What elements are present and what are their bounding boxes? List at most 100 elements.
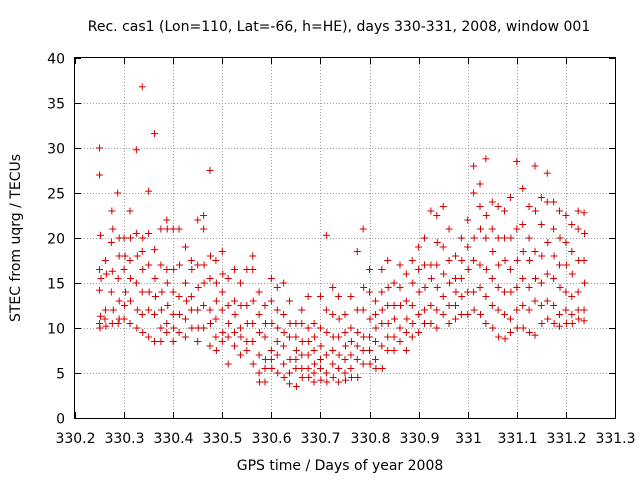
data-point bbox=[433, 261, 441, 269]
data-point bbox=[543, 169, 551, 177]
data-point bbox=[501, 311, 509, 318]
data-point bbox=[322, 351, 330, 359]
data-point bbox=[427, 302, 435, 309]
data-point bbox=[550, 198, 558, 206]
data-point bbox=[274, 324, 282, 332]
data-point bbox=[421, 261, 429, 269]
data-point bbox=[164, 302, 172, 309]
data-point bbox=[421, 284, 429, 291]
data-point bbox=[421, 306, 429, 314]
y-tick-label: 40 bbox=[47, 52, 65, 68]
data-point bbox=[384, 257, 392, 264]
data-point bbox=[114, 320, 122, 327]
data-point bbox=[390, 302, 398, 309]
data-point bbox=[317, 376, 325, 384]
data-point bbox=[562, 320, 570, 327]
data-point bbox=[470, 162, 478, 170]
data-point bbox=[255, 311, 263, 318]
data-point bbox=[224, 360, 232, 368]
data-point bbox=[506, 329, 514, 336]
data-point bbox=[102, 322, 110, 330]
data-point bbox=[194, 284, 202, 291]
data-point bbox=[476, 180, 484, 188]
data-point bbox=[126, 297, 134, 305]
y-tick-label: 10 bbox=[47, 322, 65, 338]
data-point bbox=[145, 230, 153, 237]
data-point bbox=[525, 284, 533, 291]
data-point bbox=[249, 360, 257, 368]
data-point bbox=[187, 306, 195, 314]
y-tick-labels: 0 5 10 15 20 25 30 35 40 bbox=[47, 52, 65, 428]
data-point bbox=[476, 203, 484, 210]
data-point bbox=[384, 333, 392, 341]
data-point bbox=[126, 320, 134, 327]
data-point bbox=[329, 347, 337, 354]
data-point bbox=[501, 335, 509, 343]
data-point bbox=[580, 306, 588, 314]
data-point bbox=[494, 306, 502, 314]
y-tick-label: 15 bbox=[47, 277, 65, 293]
y-tick-label: 25 bbox=[47, 187, 65, 203]
data-point bbox=[415, 288, 423, 296]
x-tick-label: 330.2 bbox=[55, 431, 95, 447]
data-point bbox=[452, 288, 460, 296]
data-point bbox=[464, 311, 472, 318]
data-point bbox=[378, 320, 386, 327]
data-point bbox=[402, 270, 410, 278]
data-point bbox=[335, 378, 343, 386]
data-point bbox=[550, 320, 558, 327]
data-point bbox=[188, 266, 196, 273]
data-point bbox=[107, 288, 115, 296]
y-tick-label: 30 bbox=[47, 142, 65, 158]
data-point bbox=[568, 221, 576, 228]
data-point bbox=[316, 356, 324, 363]
data-point bbox=[384, 320, 392, 327]
x-tick-label: 330.8 bbox=[350, 431, 390, 447]
data-point bbox=[415, 329, 423, 336]
data-point bbox=[544, 239, 552, 246]
data-point bbox=[335, 315, 343, 323]
data-point bbox=[341, 376, 349, 384]
data-point bbox=[580, 317, 588, 325]
data-point bbox=[354, 329, 362, 336]
data-point bbox=[102, 270, 110, 278]
data-point bbox=[415, 311, 423, 318]
data-point bbox=[115, 297, 123, 305]
data-point bbox=[286, 297, 294, 305]
data-point bbox=[236, 279, 244, 287]
data-point bbox=[482, 234, 490, 242]
data-point bbox=[304, 351, 312, 359]
y-tick-label: 5 bbox=[56, 367, 65, 383]
data-point bbox=[556, 261, 564, 269]
data-point bbox=[145, 261, 153, 269]
data-point bbox=[212, 333, 220, 341]
data-point bbox=[427, 261, 435, 269]
data-point bbox=[390, 333, 398, 341]
data-point bbox=[335, 293, 343, 300]
data-point bbox=[341, 311, 349, 318]
data-point bbox=[359, 225, 367, 233]
data-point bbox=[292, 347, 300, 354]
data-point bbox=[152, 293, 160, 300]
data-point bbox=[482, 293, 490, 300]
data-point bbox=[568, 320, 576, 327]
data-point bbox=[212, 347, 220, 354]
data-point bbox=[409, 279, 417, 287]
data-point bbox=[280, 342, 288, 350]
data-point bbox=[574, 306, 582, 314]
data-point bbox=[267, 356, 275, 363]
data-point bbox=[360, 333, 368, 341]
data-point bbox=[537, 279, 545, 287]
y-axis-label: STEC from uqrg / TECUs bbox=[8, 154, 24, 322]
y-tick-label: 35 bbox=[47, 97, 65, 113]
data-point bbox=[292, 365, 300, 372]
data-point bbox=[212, 297, 220, 305]
data-point bbox=[335, 333, 343, 341]
data-point bbox=[531, 275, 539, 282]
data-point bbox=[494, 203, 502, 210]
x-tick-labels: 330.2 330.3 330.4 330.5 330.6 330.7 330.8 330.9… bbox=[55, 431, 635, 447]
data-point bbox=[187, 257, 195, 264]
data-point bbox=[556, 207, 564, 215]
data-point bbox=[550, 302, 558, 309]
data-point bbox=[341, 369, 349, 377]
